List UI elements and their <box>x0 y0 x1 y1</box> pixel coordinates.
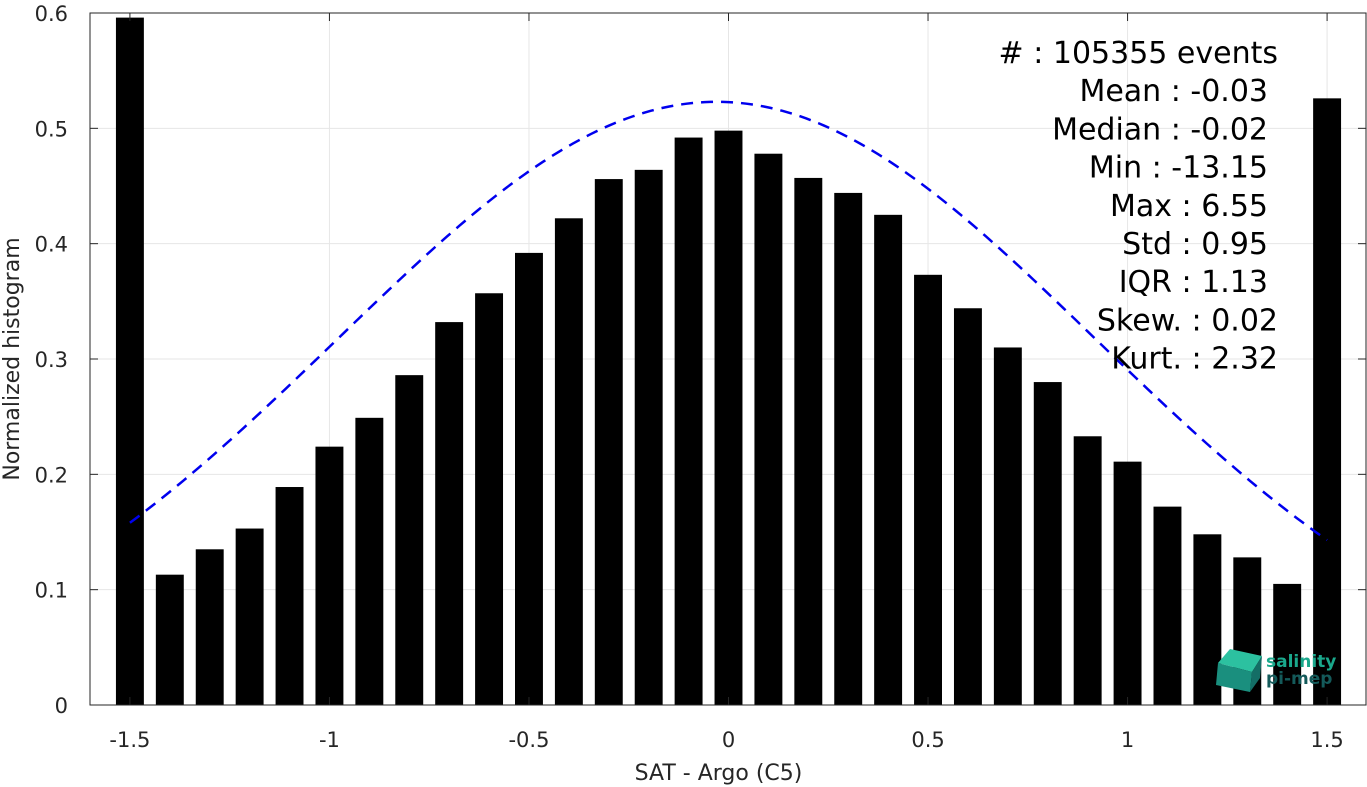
histogram-bar <box>1153 506 1182 705</box>
stat-mean: Mean : -0.03 <box>1079 74 1268 109</box>
x-tick-label: 1 <box>1121 728 1134 752</box>
y-tick-label: 0.1 <box>35 579 68 603</box>
x-axis-label: SAT - Argo (C5) <box>635 761 803 786</box>
y-tick-label: 0.3 <box>35 348 68 372</box>
logo-line1: salinity <box>1266 652 1336 672</box>
histogram-bar <box>1193 534 1222 705</box>
x-tick-label: -1.5 <box>109 728 150 752</box>
histogram-bar <box>874 214 903 706</box>
y-tick-label: 0 <box>55 694 68 718</box>
histogram-bar <box>515 252 543 706</box>
x-tick-label: 0.5 <box>911 728 944 752</box>
histogram-bar <box>275 487 304 705</box>
histogram-bar <box>714 130 743 705</box>
y-axis: 0 0.1 0.2 0.3 0.4 0.5 0.6 <box>35 2 1366 718</box>
histogram-bar <box>195 549 224 705</box>
histogram-bar <box>435 322 464 705</box>
x-tick-label: 1.5 <box>1310 728 1343 752</box>
histogram-bar <box>1113 461 1142 705</box>
y-tick-label: 0.2 <box>35 463 68 487</box>
histogram-bar <box>674 137 703 705</box>
stat-iqr: IQR : 1.13 <box>1119 265 1268 300</box>
stat-skew: Skew. : 0.02 <box>1097 303 1278 338</box>
x-tick-label: 0 <box>722 728 735 752</box>
histogram-bar <box>115 17 144 705</box>
histogram-bar <box>834 192 863 706</box>
histogram-bar <box>1073 436 1102 705</box>
fit-curve <box>129 100 1328 542</box>
stat-kurt: Kurt. : 2.32 <box>1111 342 1278 377</box>
histogram-bar <box>993 347 1022 705</box>
histogram-bar <box>634 169 663 705</box>
histogram-bar <box>235 528 264 705</box>
histogram-bar <box>155 574 184 705</box>
histogram-bar <box>794 177 823 706</box>
stat-min: Min : -13.15 <box>1089 151 1268 186</box>
histogram-bar <box>1273 583 1302 705</box>
histogram-bar <box>1313 98 1342 705</box>
histogram-bar <box>554 218 583 705</box>
stat-std: Std : 0.95 <box>1122 227 1268 262</box>
x-tick-label: -0.5 <box>508 728 549 752</box>
y-tick-label: 0.6 <box>35 2 68 26</box>
x-axis: -1.5 -1 -0.5 0 0.5 1 1.5 <box>109 13 1344 752</box>
stat-events: # : 105355 events <box>999 36 1278 71</box>
x-tick-label: -1 <box>319 728 340 752</box>
histogram-bar <box>914 274 942 705</box>
histogram-bar <box>953 308 982 705</box>
bars <box>115 17 1342 706</box>
histogram-bar <box>395 375 424 705</box>
stat-max: Max : 6.55 <box>1110 189 1268 224</box>
stat-median: Median : -0.02 <box>1052 112 1268 147</box>
histogram-bar <box>475 293 504 705</box>
histogram-bar <box>355 417 384 705</box>
logo-line2: pi-mep <box>1266 669 1332 689</box>
y-tick-label: 0.4 <box>35 233 68 257</box>
y-tick-label: 0.5 <box>35 117 68 141</box>
histogram-bar <box>594 179 623 705</box>
histogram-bar <box>754 153 783 705</box>
stats-box: # : 105355 events Mean : -0.03 Median : … <box>999 36 1278 377</box>
logo-cube-icon <box>1216 649 1262 692</box>
histogram-bar <box>315 446 344 705</box>
histogram-bar <box>1033 382 1062 705</box>
y-axis-label: Normalized histogram <box>0 237 25 480</box>
salinity-pimep-logo: salinity pi-mep <box>1216 649 1336 692</box>
